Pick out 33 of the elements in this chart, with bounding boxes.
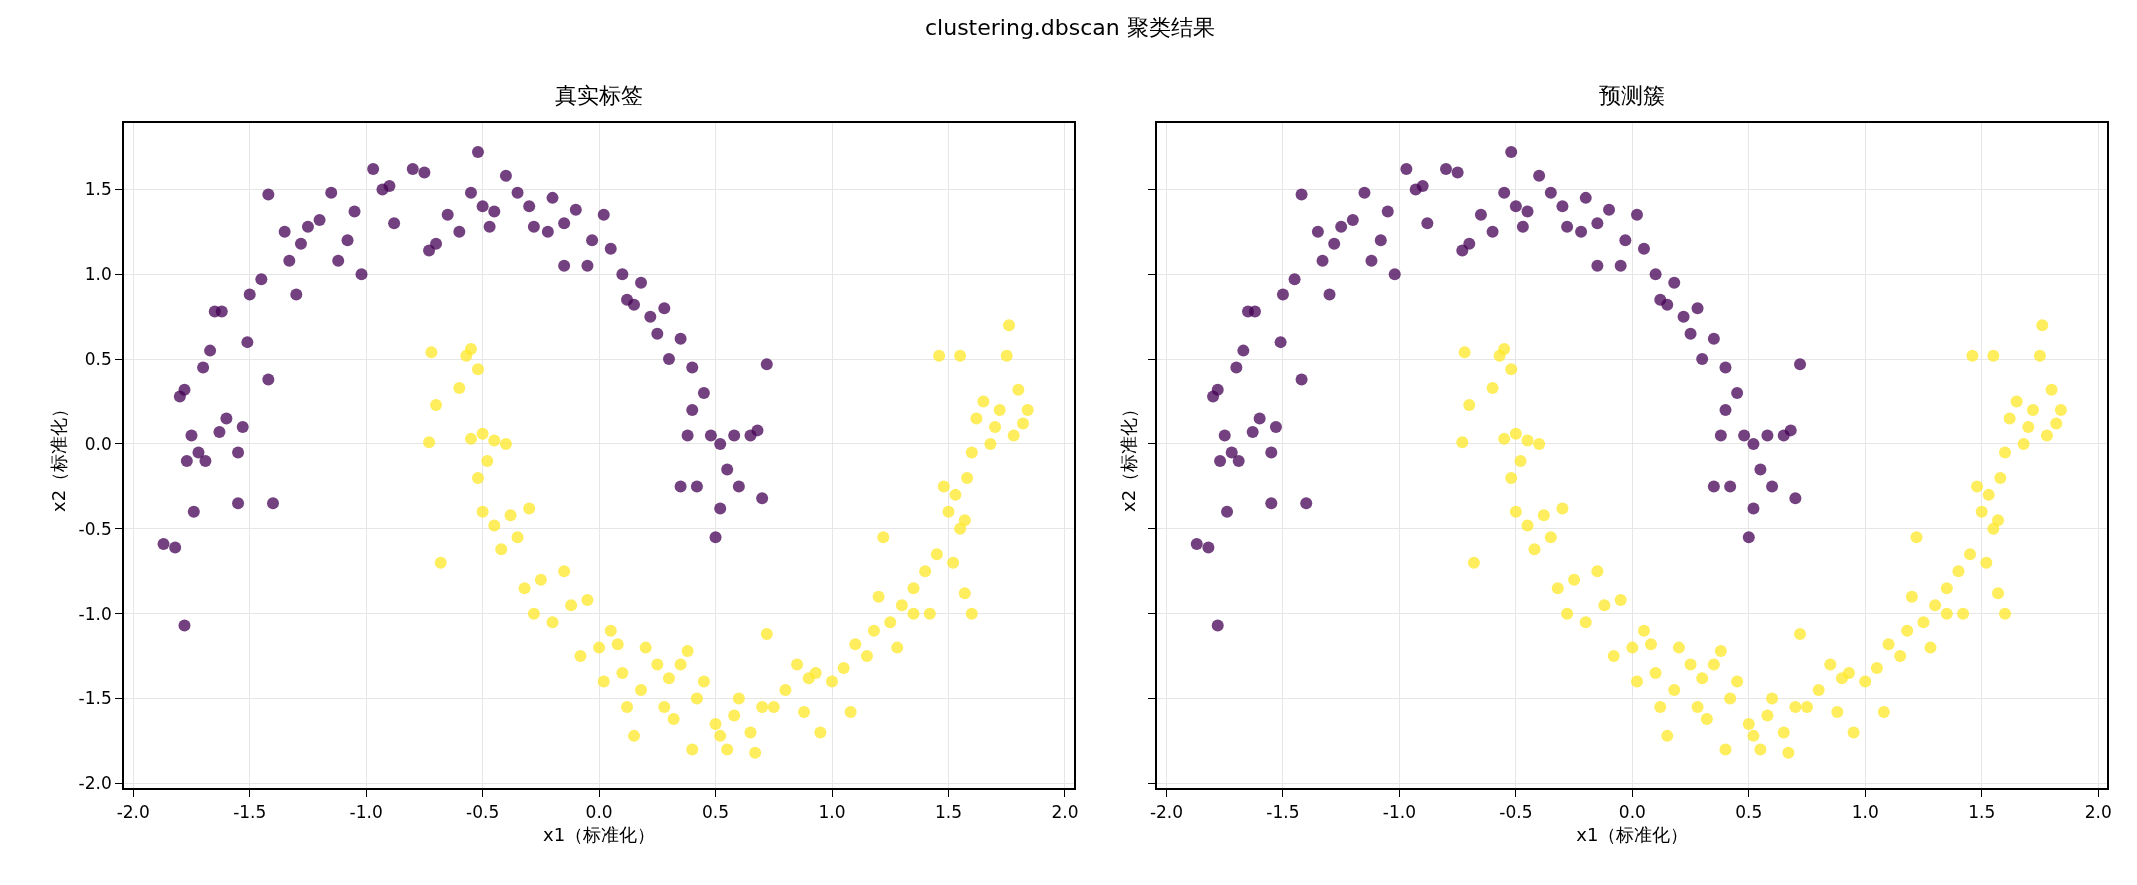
x-tick-label: 1.5 xyxy=(934,801,962,822)
x-tick-label: -0.5 xyxy=(1499,801,1533,822)
y-tick-label: -1.5 xyxy=(78,688,112,709)
y-tick-label: -0.5 xyxy=(78,518,112,539)
x-tick-label: 2.0 xyxy=(2084,801,2112,822)
x-axis-title: x1（标准化） xyxy=(1576,824,1689,846)
x-tick-label: 2.0 xyxy=(1051,801,1079,822)
x-tick-label: 0.5 xyxy=(1735,801,1763,822)
x-tick-label: 1.0 xyxy=(1851,801,1879,822)
x-tick-label: -1.0 xyxy=(1382,801,1416,822)
y-tick-label: -1.0 xyxy=(78,603,112,624)
x-tick-label: -1.5 xyxy=(233,801,267,822)
x-axis-title: x1（标准化） xyxy=(543,824,656,846)
text: clustering.dbscan 聚类结果 xyxy=(925,15,1215,40)
chart-title: 预测簇 xyxy=(1599,83,1665,108)
y-tick-label: 0.0 xyxy=(84,433,112,454)
y-tick-label: 1.0 xyxy=(84,264,112,285)
x-tick-label: 1.5 xyxy=(1968,801,1996,822)
y-tick-label: 0.5 xyxy=(84,349,112,370)
x-tick-label: -0.5 xyxy=(466,801,500,822)
y-tick-label: -2.0 xyxy=(78,773,112,794)
x-tick-label: -1.5 xyxy=(1266,801,1300,822)
x-tick-label: -2.0 xyxy=(116,801,150,822)
x-tick-label: 0.0 xyxy=(1618,801,1646,822)
y-tick-label: 1.5 xyxy=(84,179,112,200)
chart-title: 真实标签 xyxy=(555,83,643,108)
x-tick-label: -1.0 xyxy=(349,801,383,822)
x-tick-label: 1.0 xyxy=(818,801,846,822)
x-tick-label: 0.5 xyxy=(702,801,730,822)
y-axis-title: x2（标准化） xyxy=(48,399,70,512)
x-tick-label: 0.0 xyxy=(585,801,613,822)
y-axis-title: x2（标准化） xyxy=(1118,399,1140,512)
x-tick-label: -2.0 xyxy=(1149,801,1184,822)
